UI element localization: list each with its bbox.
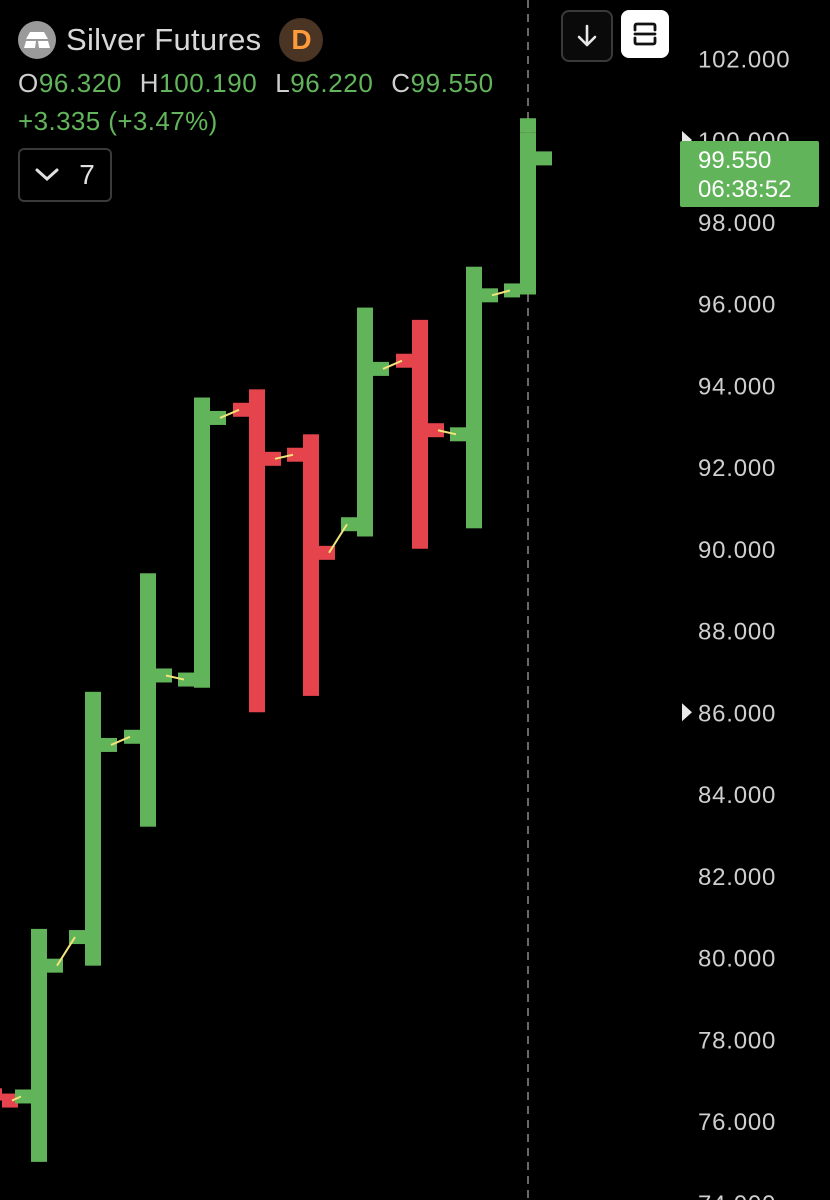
ohlc-bar-range: [303, 434, 319, 696]
arrow-down-icon: [577, 24, 597, 47]
y-axis-tick-label: 74.000: [698, 1191, 776, 1200]
close-line-segment: [491, 289, 511, 297]
low-value: 96.220: [290, 68, 374, 98]
current-price-value: 99.550: [698, 147, 772, 174]
ohlc-bar-range: [357, 307, 373, 537]
ohlc-bar: [69, 691, 117, 966]
close-line-segment: [328, 523, 348, 554]
ohlc-bar-close-tick: [265, 451, 281, 466]
y-axis-tick-label: 78.000: [698, 1027, 776, 1054]
indicators-count: 7: [79, 159, 95, 190]
ohlc-bar-close-tick: [101, 737, 117, 752]
ohlc-bar: [504, 118, 552, 298]
ohlc-bar-range: [140, 573, 156, 827]
ohlc-bar-range: [520, 132, 536, 295]
close-line-segment: [110, 735, 131, 746]
ohlc-bar: [124, 573, 172, 827]
ohlc-bar: [0, 1088, 18, 1108]
y-axis-tick-label: 102.000: [698, 46, 790, 73]
y-axis-tick-label: 90.000: [698, 537, 776, 564]
y-axis-tick-label: 92.000: [698, 455, 776, 482]
y-axis-tick-label: 86.000: [698, 700, 776, 727]
symbol-header[interactable]: Silver Futures D: [18, 18, 324, 62]
indicators-collapse-button[interactable]: 7: [18, 148, 112, 202]
ohlc-bar-open-tick: [396, 353, 412, 368]
y-axis-tick-label: 98.000: [698, 210, 776, 237]
ohlc-bar-open-tick: [287, 447, 303, 462]
ohlc-bar-close-tick: [536, 151, 552, 166]
ohlc-bar-open-tick: [450, 427, 466, 442]
current-bar-top: [520, 118, 536, 133]
close-line-segment: [274, 453, 294, 460]
ohlc-bar-close-tick: [428, 423, 444, 438]
ohlc-bar-close-tick: [210, 410, 226, 425]
open-label: O: [18, 68, 39, 98]
ohlc-bar-open-tick: [504, 283, 520, 298]
y-axis-tick-label: 80.000: [698, 946, 776, 973]
y-axis-tick-label: 96.000: [698, 292, 776, 319]
close-value: 99.550: [410, 68, 494, 98]
close-line-segment: [382, 359, 403, 370]
open-value: 96.320: [38, 68, 122, 98]
ohlc-bar-range: [31, 928, 47, 1162]
ohlc-bar-range: [466, 266, 482, 529]
chevron-down-icon: [35, 168, 59, 182]
y-axis-tick-label: 76.000: [698, 1109, 776, 1136]
ohlc-bar: [178, 397, 226, 688]
ohlc-bar-open-tick: [124, 729, 140, 744]
download-button[interactable]: [561, 10, 613, 62]
ohlc-bar-range: [194, 397, 210, 688]
ohlc-bar: [15, 928, 63, 1162]
ohlc-bar-close-tick: [156, 668, 172, 683]
current-price-label: 99.550 06:38:52: [680, 141, 819, 207]
ohlc-bar: [396, 319, 444, 549]
low-label: L: [275, 68, 291, 98]
high-label: H: [139, 68, 160, 98]
ohlc-readout: O96.320 H100.190 L96.220 C99.550: [18, 68, 504, 99]
ohlc-bar-range: [412, 319, 428, 549]
ohlc-bar: [287, 434, 335, 696]
ohlc-bar: [233, 389, 281, 713]
interval-badge[interactable]: D: [279, 18, 324, 62]
close-line-segment: [165, 674, 185, 681]
ohlc-bar-close-tick: [482, 288, 498, 303]
close-line-segment: [219, 408, 240, 419]
fullscreen-icon: [633, 22, 657, 46]
ohlc-bar: [341, 307, 389, 537]
ohlc-bar: [450, 266, 498, 529]
close-line-segment: [437, 429, 457, 436]
symbol-title: Silver Futures: [66, 22, 262, 57]
price-change: +3.335 (+3.47%): [18, 106, 218, 136]
close-line-segment: [11, 1095, 22, 1102]
silver-bars-icon: [18, 21, 56, 59]
y-axis-tick-label: 82.000: [698, 864, 776, 891]
ohlc-bar-range: [85, 691, 101, 966]
y-axis-tick-label: 84.000: [698, 782, 776, 809]
ohlc-bar-open-tick: [233, 402, 249, 417]
close-line-segment: [56, 936, 76, 967]
axis-marker-triangle: [682, 703, 692, 722]
high-value: 100.190: [159, 68, 258, 98]
bar-countdown: 06:38:52: [698, 176, 792, 203]
close-label: C: [391, 68, 411, 98]
y-axis-tick-label: 88.000: [698, 619, 776, 646]
ohlc-bar-open-tick: [178, 672, 194, 687]
ohlc-bar-range: [249, 389, 265, 713]
ohlc-bar-close-tick: [2, 1093, 18, 1108]
ohlc-bar-range: [0, 1088, 2, 1101]
y-axis-tick-label: 94.000: [698, 373, 776, 400]
ohlc-bar-open-tick: [15, 1089, 31, 1104]
ohlc-bar-close-tick: [373, 361, 389, 376]
fullscreen-button[interactable]: [621, 10, 669, 58]
